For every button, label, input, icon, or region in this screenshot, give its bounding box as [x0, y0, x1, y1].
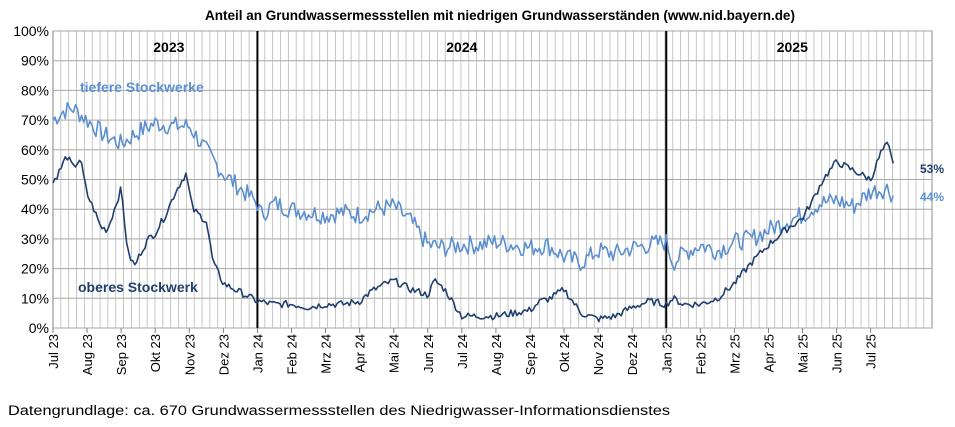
- y-tick-label: 100%: [13, 23, 49, 39]
- y-tick-label: 90%: [21, 53, 49, 69]
- y-tick-label: 50%: [21, 172, 49, 188]
- chart-title: Anteil an Grundwassermessstellen mit nie…: [205, 8, 795, 23]
- x-tick-label: Jan 24: [250, 334, 265, 373]
- y-tick-label: 10%: [21, 290, 49, 306]
- y-tick-label: 40%: [21, 201, 49, 217]
- x-tick-label: Aug 24: [489, 334, 504, 375]
- x-tick-label: Jul 23: [46, 334, 61, 369]
- series-label-oberes: oberes Stockwerk: [78, 279, 198, 295]
- x-tick-label: Jul 24: [455, 334, 470, 369]
- x-tick-label: Mrz 24: [319, 334, 334, 374]
- labels: 2023 2024 2025 tiefere Stockwerke oberes Sto…: [78, 39, 944, 295]
- year-label: 2023: [153, 39, 184, 55]
- series-line-tiefere: [52, 102, 894, 272]
- end-label-oberes: 53%: [920, 162, 944, 176]
- end-label-tiefere: 44%: [920, 190, 944, 204]
- x-tick-label: Apr 24: [353, 334, 368, 372]
- x-tick-label: Sep 24: [523, 334, 538, 375]
- year-label: 2025: [777, 39, 808, 55]
- year-label: 2024: [446, 39, 477, 55]
- x-tick-label: Sep 23: [114, 334, 129, 375]
- grid-lines: [52, 30, 933, 329]
- x-tick-label: Feb 24: [284, 334, 299, 374]
- data-source-note: Datengrundlage: ca. 670 Grundwassermesss…: [8, 403, 670, 418]
- x-tick-label: Mai 25: [796, 334, 811, 373]
- y-tick-label: 0%: [29, 320, 49, 336]
- y-tick-label: 80%: [21, 82, 49, 98]
- x-tick-label: Jun 25: [830, 334, 845, 373]
- x-tick-label: Aug 23: [80, 334, 95, 375]
- x-tick-label: Okt 24: [557, 334, 572, 372]
- y-tick-label: 20%: [21, 261, 49, 277]
- y-tick-label: 70%: [21, 112, 49, 128]
- x-tick-label: Nov 23: [182, 334, 197, 375]
- x-tick-label: Feb 25: [693, 334, 708, 374]
- x-tick-label: Jun 24: [421, 334, 436, 373]
- x-tick-label: Dez 24: [625, 334, 640, 375]
- y-tick-label: 60%: [21, 142, 49, 158]
- x-tick-label: Nov 24: [591, 334, 606, 375]
- x-tick-label: Jan 25: [659, 334, 674, 373]
- x-tick-label: Dez 23: [216, 334, 231, 375]
- x-tick-label: Mrz 25: [727, 334, 742, 374]
- x-tick-label: Okt 23: [148, 334, 163, 372]
- axes: 0% 10% 20% 30% 40% 50% 60% 70% 80% 90% 100% Jul 23 A…: [13, 23, 878, 375]
- series-label-tiefere: tiefere Stockwerke: [80, 79, 204, 95]
- series-lines: [52, 102, 894, 323]
- x-tick-label: Apr 25: [761, 334, 776, 372]
- x-tick-label: Jul 25: [864, 334, 879, 369]
- series-line-oberes: [52, 141, 894, 323]
- y-tick-label: 30%: [21, 231, 49, 247]
- x-tick-label: Mai 24: [387, 334, 402, 373]
